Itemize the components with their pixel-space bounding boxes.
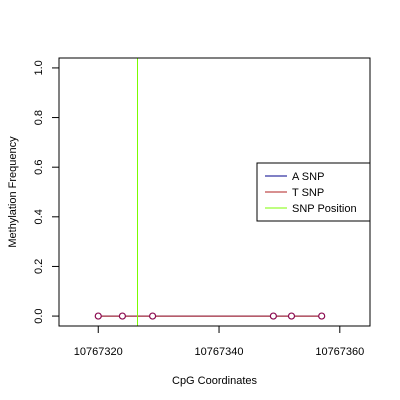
data-point <box>118 312 127 320</box>
x-tick-label: 10767340 <box>195 346 244 358</box>
data-point <box>318 312 326 320</box>
y-tick-label: 0.0 <box>33 308 45 323</box>
y-tick-label: 0.4 <box>33 209 45 224</box>
y-tick-label: 0.8 <box>33 110 45 125</box>
data-point <box>94 312 102 320</box>
y-tick-label: 1.0 <box>33 60 45 75</box>
legend-label-snp-position: SNP Position <box>292 203 357 215</box>
data-point <box>269 312 277 320</box>
x-tick-label: 10767360 <box>315 346 364 358</box>
x-tick-label: 10767320 <box>74 346 123 358</box>
axes-layer: 10767320 10767340 10767360 0.0 0.2 0.4 0.6 0.8 1… <box>33 60 364 358</box>
y-tick-label: 0.6 <box>33 160 45 175</box>
data-point <box>287 312 296 320</box>
legend: A SNP T SNP SNP Position <box>256 162 371 222</box>
legend-label-a-snp: A SNP <box>292 171 324 183</box>
plot-layer <box>94 58 326 326</box>
y-tick-label: 0.2 <box>33 259 45 274</box>
x-axis-label: CpG Coordinates <box>172 375 257 387</box>
data-point <box>149 312 157 320</box>
legend-label-t-snp: T SNP <box>292 187 324 199</box>
y-axis-label: Methylation Frequency <box>7 136 19 248</box>
